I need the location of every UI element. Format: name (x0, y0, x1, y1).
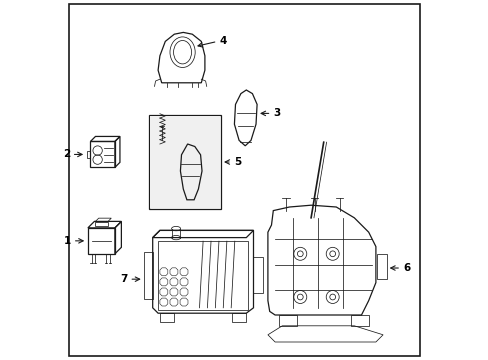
Text: 3: 3 (273, 108, 280, 118)
Text: 7: 7 (120, 274, 127, 284)
Bar (278, 315, 296, 326)
Bar (149, 116, 220, 208)
Text: 1: 1 (63, 236, 71, 246)
Bar (88, 228, 115, 254)
Bar (376, 254, 386, 279)
Bar (160, 313, 174, 322)
Bar (90, 141, 115, 167)
Bar (231, 313, 246, 322)
Bar (149, 115, 221, 209)
Bar (350, 315, 368, 326)
Bar (158, 241, 247, 310)
Bar (87, 150, 90, 158)
Text: 2: 2 (62, 149, 70, 159)
Text: 4: 4 (219, 36, 226, 46)
Text: 5: 5 (233, 157, 241, 167)
Text: 6: 6 (402, 263, 409, 273)
Bar (95, 222, 107, 226)
